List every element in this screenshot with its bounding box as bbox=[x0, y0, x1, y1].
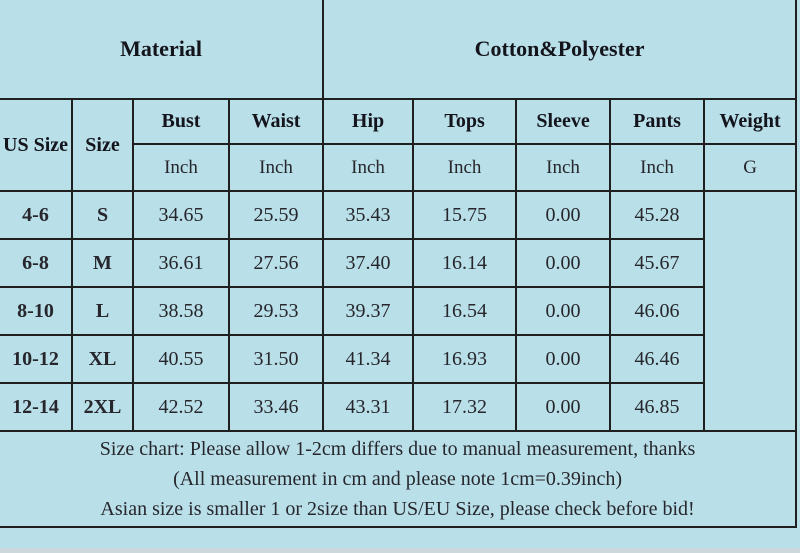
bust-value: 40.55 bbox=[132, 334, 230, 384]
unit-weight: G bbox=[703, 143, 798, 192]
pants-value: 46.06 bbox=[609, 286, 706, 336]
size-value: M bbox=[71, 238, 134, 288]
size-row-2xl: 12-14 2XL 42.52 33.46 43.31 17.32 0.00 4… bbox=[0, 382, 796, 432]
column-header-row: US Size Size Bust Waist Hip Tops Sleeve … bbox=[0, 98, 798, 192]
pants-value: 46.46 bbox=[609, 334, 706, 384]
notes-row: Size chart: Please allow 1-2cm differs d… bbox=[0, 430, 798, 528]
material-row: Material Cotton&Polyester bbox=[0, 0, 798, 100]
us-size-value: 12-14 bbox=[0, 382, 73, 432]
us-size-value: 4-6 bbox=[0, 190, 73, 240]
size-value: 2XL bbox=[71, 382, 134, 432]
us-size-value: 8-10 bbox=[0, 286, 73, 336]
tops-value: 16.14 bbox=[412, 238, 518, 288]
bust-value: 38.58 bbox=[132, 286, 230, 336]
tops-value: 16.54 bbox=[412, 286, 518, 336]
size-row-m: 6-8 M 36.61 27.56 37.40 16.14 0.00 45.67 bbox=[0, 238, 796, 288]
size-row-xl: 10-12 XL 40.55 31.50 41.34 16.93 0.00 46… bbox=[0, 334, 796, 384]
sleeve-value: 0.00 bbox=[515, 238, 612, 288]
waist-value: 31.50 bbox=[227, 334, 325, 384]
note-line-cm-inch: (All measurement in cm and please note 1… bbox=[173, 468, 622, 490]
us-size-value: 6-8 bbox=[0, 238, 73, 288]
hip-value: 39.37 bbox=[322, 286, 415, 336]
hip-value: 41.34 bbox=[322, 334, 415, 384]
size-chart-table: Material Cotton&Polyester US Size Size B… bbox=[0, 0, 798, 528]
notes-cell: Size chart: Please allow 1-2cm differs d… bbox=[0, 430, 798, 528]
size-row-s: 4-6 S 34.65 25.59 35.43 15.75 0.00 45.28 bbox=[0, 190, 798, 432]
note-line-asian-size: Asian size is smaller 1 or 2size than US… bbox=[100, 498, 695, 520]
bust-value: 34.65 bbox=[132, 190, 230, 240]
pants-value: 45.67 bbox=[609, 238, 706, 288]
header-us-size: US Size bbox=[0, 98, 73, 192]
header-hip: Hip bbox=[322, 98, 415, 145]
unit-tops: Inch bbox=[412, 143, 518, 192]
unit-hip: Inch bbox=[322, 143, 415, 192]
header-size: Size bbox=[71, 98, 134, 192]
tops-value: 16.93 bbox=[412, 334, 518, 384]
header-bust: Bust bbox=[132, 98, 230, 145]
us-size-value: 10-12 bbox=[0, 334, 73, 384]
pants-value: 45.28 bbox=[609, 190, 706, 240]
waist-value: 27.56 bbox=[227, 238, 325, 288]
sleeve-value: 0.00 bbox=[515, 382, 612, 432]
size-value: XL bbox=[71, 334, 134, 384]
tops-value: 15.75 bbox=[412, 190, 518, 240]
weight-empty-cell bbox=[703, 190, 798, 432]
header-waist: Waist bbox=[227, 98, 325, 145]
hip-value: 37.40 bbox=[322, 238, 415, 288]
header-pants: Pants bbox=[609, 98, 706, 145]
bottom-edge-strip bbox=[0, 548, 800, 553]
unit-sleeve: Inch bbox=[515, 143, 612, 192]
waist-value: 29.53 bbox=[227, 286, 325, 336]
unit-waist: Inch bbox=[227, 143, 325, 192]
waist-value: 25.59 bbox=[227, 190, 325, 240]
material-label-cell: Material bbox=[0, 0, 325, 100]
header-sleeve: Sleeve bbox=[515, 98, 612, 145]
waist-value: 33.46 bbox=[227, 382, 325, 432]
sleeve-value: 0.00 bbox=[515, 334, 612, 384]
sleeve-value: 0.00 bbox=[515, 286, 612, 336]
header-weight: Weight bbox=[703, 98, 798, 145]
bust-value: 36.61 bbox=[132, 238, 230, 288]
material-value-cell: Cotton&Polyester bbox=[322, 0, 798, 100]
unit-pants: Inch bbox=[609, 143, 706, 192]
hip-value: 35.43 bbox=[322, 190, 415, 240]
hip-value: 43.31 bbox=[322, 382, 415, 432]
size-value: L bbox=[71, 286, 134, 336]
size-value: S bbox=[71, 190, 134, 240]
pants-value: 46.85 bbox=[609, 382, 706, 432]
sleeve-value: 0.00 bbox=[515, 190, 612, 240]
unit-row: Inch Inch Inch Inch Inch Inch G bbox=[0, 143, 798, 192]
size-row-l: 8-10 L 38.58 29.53 39.37 16.54 0.00 46.0… bbox=[0, 286, 796, 336]
header-tops: Tops bbox=[412, 98, 518, 145]
unit-bust: Inch bbox=[132, 143, 230, 192]
bust-value: 42.52 bbox=[132, 382, 230, 432]
tops-value: 17.32 bbox=[412, 382, 518, 432]
note-line-measurement: Size chart: Please allow 1-2cm differs d… bbox=[99, 438, 696, 460]
